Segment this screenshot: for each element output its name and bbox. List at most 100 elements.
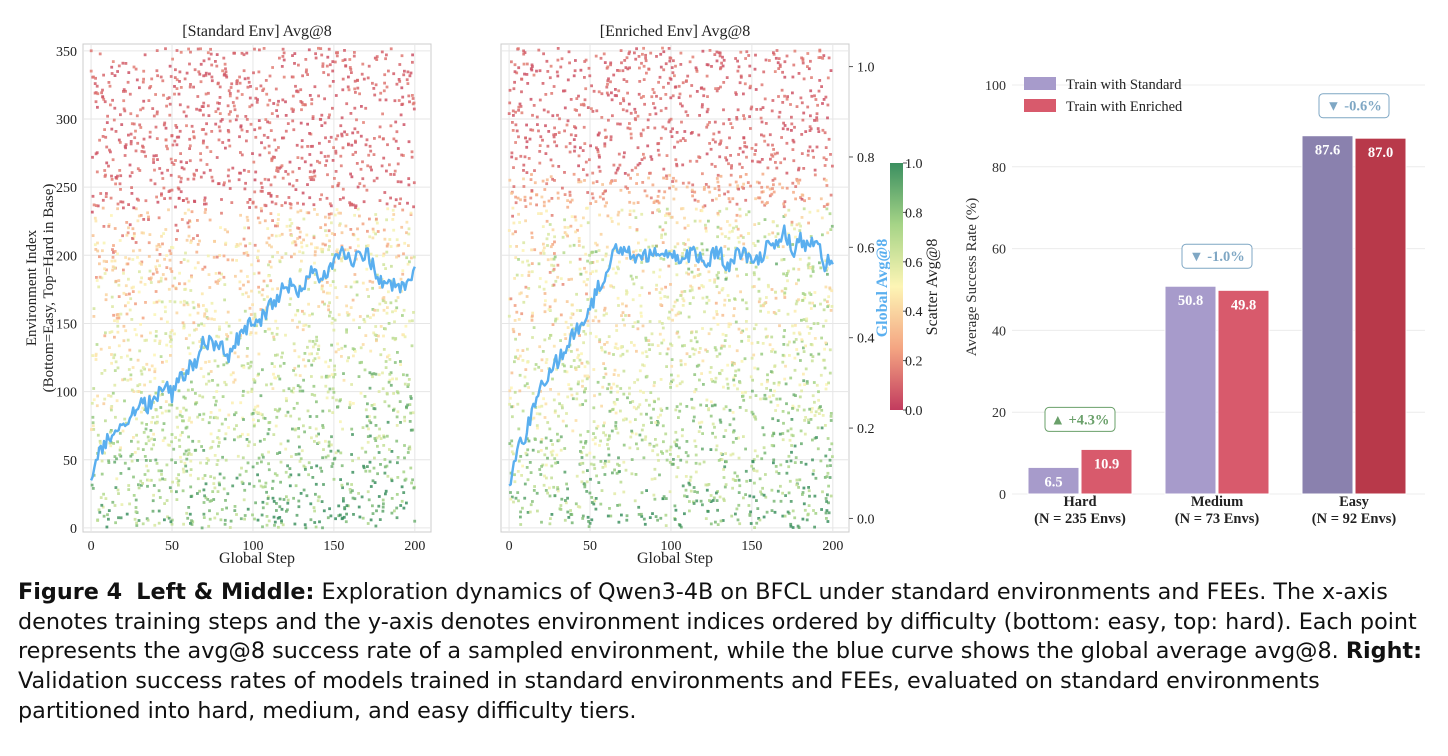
scatter-point — [113, 504, 117, 507]
scatter-point — [272, 338, 276, 341]
scatter-point — [284, 252, 288, 255]
scatter-point — [563, 193, 567, 196]
scatter-point — [168, 196, 172, 200]
scatter-point — [180, 218, 184, 221]
scatter-point — [203, 474, 207, 477]
scatter-point — [588, 158, 591, 162]
scatter-point — [545, 446, 548, 450]
scatter-point — [118, 453, 122, 457]
scatter-point — [636, 327, 640, 331]
scatter-point — [249, 122, 253, 126]
scatter-point — [217, 437, 221, 441]
scatter-point — [220, 211, 223, 215]
scatter-point — [821, 56, 825, 60]
scatter-point — [227, 324, 231, 328]
scatter-point — [405, 220, 409, 224]
scatter-point — [716, 180, 720, 184]
scatter-point — [782, 335, 786, 339]
scatter-point — [114, 182, 117, 186]
scatter-point — [661, 125, 665, 129]
scatter-point — [792, 393, 796, 397]
scatter-point — [177, 479, 181, 483]
scatter-point — [705, 301, 709, 305]
scatter-point — [523, 496, 527, 500]
scatter-point — [826, 76, 830, 80]
scatter-point — [410, 344, 414, 348]
scatter-point — [257, 271, 261, 275]
scatter-point — [619, 354, 623, 358]
scatter-point — [344, 64, 348, 68]
scatter-point — [795, 478, 799, 482]
scatter-point — [223, 380, 227, 384]
scatter-point — [635, 228, 639, 231]
scatter-point — [207, 273, 211, 276]
scatter-point — [649, 196, 653, 200]
scatter-point — [196, 311, 200, 315]
scatter-point — [277, 374, 280, 378]
scatter-point — [113, 335, 116, 339]
scatter-point — [543, 303, 547, 307]
scatter-point — [136, 141, 140, 145]
scatter-point — [717, 271, 720, 274]
scatter-point — [91, 194, 95, 198]
scatter-point — [186, 177, 190, 181]
scatter-point — [606, 514, 610, 518]
scatter-point — [670, 215, 674, 219]
scatter-point — [825, 509, 829, 512]
scatter-point — [235, 513, 238, 516]
scatter-point — [335, 249, 339, 253]
scatter-point — [373, 93, 377, 97]
scatter-point — [313, 281, 317, 284]
scatter-point — [297, 355, 301, 359]
scatter-point — [805, 319, 808, 323]
scatter-point — [307, 287, 310, 291]
scatter-point — [563, 369, 567, 373]
scatter-point — [554, 133, 557, 136]
scatter-point — [725, 207, 729, 211]
scatter-point — [165, 463, 169, 467]
scatter-point — [789, 103, 792, 106]
scatter-point — [400, 499, 404, 503]
scatter-point — [514, 195, 517, 199]
scatter-point — [769, 370, 773, 373]
scatter-point — [639, 249, 642, 252]
scatter-point — [188, 219, 191, 223]
scatter-point — [400, 54, 404, 58]
scatter-point — [124, 304, 127, 308]
scatter-point — [789, 522, 793, 526]
scatter-point — [315, 335, 318, 339]
scatter-point — [582, 341, 585, 345]
scatter-point — [634, 111, 637, 114]
scatter-point — [214, 60, 217, 63]
scatter-point — [550, 263, 553, 267]
scatter-point — [587, 525, 591, 528]
scatter-point — [136, 167, 140, 171]
scatter-point — [595, 426, 599, 430]
scatter-point — [689, 94, 692, 98]
scatter-point — [227, 413, 231, 417]
scatter-point — [696, 199, 700, 203]
scatter-point — [527, 287, 531, 290]
scatter-point — [813, 119, 816, 122]
scatter-point — [605, 201, 608, 205]
scatter-point — [141, 316, 145, 320]
scatter-point — [681, 304, 685, 307]
scatter-point — [717, 188, 721, 192]
scatter-point — [139, 126, 143, 129]
scatter-point — [637, 405, 640, 409]
scatter-point — [143, 455, 147, 458]
scatter-point — [197, 70, 201, 74]
scatter-point — [681, 137, 685, 140]
scatter-point — [187, 448, 191, 452]
scatter-point — [369, 349, 373, 353]
scatter-point — [306, 345, 309, 349]
scatter-point — [269, 129, 273, 132]
scatter-point — [350, 453, 353, 456]
scatter-point — [826, 116, 829, 120]
scatter-point — [193, 328, 196, 332]
scatter-point — [395, 439, 399, 443]
scatter-point — [825, 207, 829, 211]
scatter-point — [399, 113, 403, 117]
scatter-point — [212, 416, 216, 420]
scatter-point — [571, 303, 574, 307]
